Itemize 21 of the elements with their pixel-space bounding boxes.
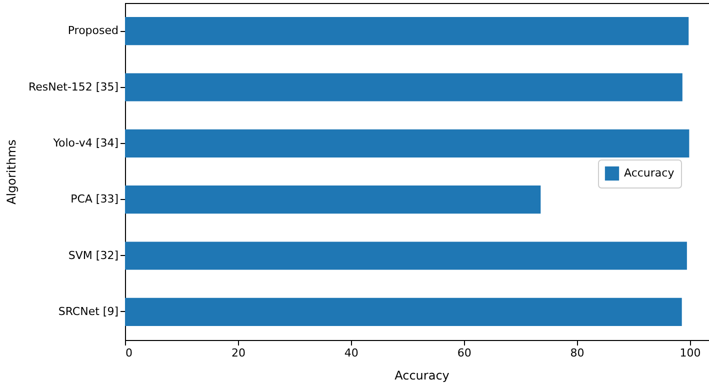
bar bbox=[125, 129, 690, 158]
x-tick-label: 60 bbox=[457, 346, 472, 360]
y-tick-label: Yolo-v4 [34] bbox=[52, 136, 118, 150]
y-tick-label: SVM [32] bbox=[68, 248, 118, 262]
x-tick-label: 80 bbox=[570, 346, 584, 360]
y-tick-label: SRCNet [9] bbox=[58, 304, 118, 318]
bar bbox=[125, 73, 682, 102]
legend-label: Accuracy bbox=[624, 166, 675, 180]
bar bbox=[125, 17, 689, 46]
y-tick-label: PCA [33] bbox=[70, 192, 118, 206]
y-tick-label: Proposed bbox=[68, 24, 118, 38]
bar bbox=[125, 242, 687, 270]
y-axis-title: Algorithms bbox=[4, 139, 18, 205]
x-axis-title: Accuracy bbox=[394, 368, 450, 382]
x-tick-label: 40 bbox=[344, 346, 358, 360]
bar bbox=[125, 186, 541, 214]
x-tick-label: 0 bbox=[126, 346, 132, 360]
x-tick-label: 20 bbox=[231, 346, 246, 360]
x-tick-label: 100 bbox=[680, 346, 701, 360]
y-tick-label: ResNet-152 [35] bbox=[28, 80, 118, 94]
bar bbox=[125, 298, 682, 326]
